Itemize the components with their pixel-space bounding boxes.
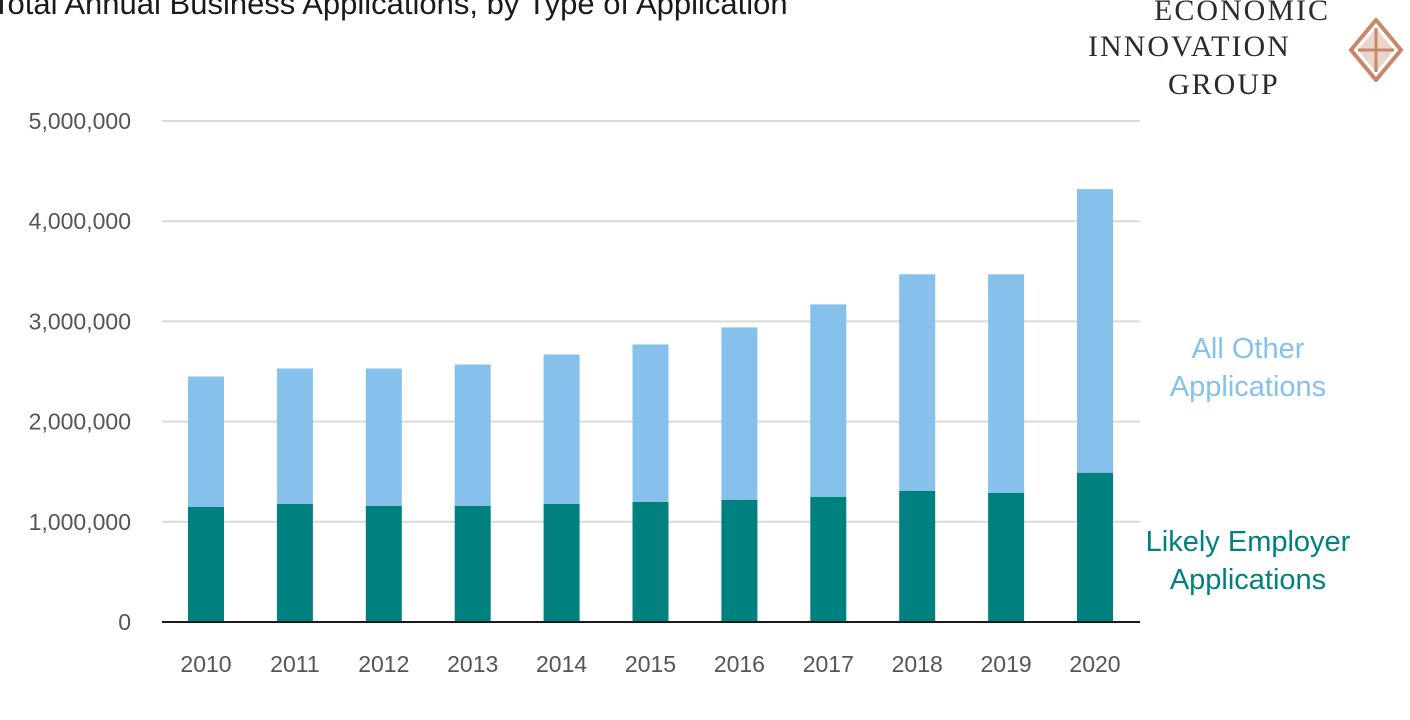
bar-all-other	[454, 364, 491, 506]
y-tick-label: 0	[118, 609, 131, 635]
chart-title: Total Annual Business Applications, by T…	[0, 0, 788, 21]
y-axis-tick-labels: 0 1,000,000 2,000,000 3,000,000 4,000,000 5,0…	[29, 108, 131, 635]
x-tick-label: 2015	[625, 651, 676, 677]
y-tick-label: 1,000,000	[29, 509, 131, 535]
bars	[188, 189, 1113, 622]
bar-all-other	[810, 304, 847, 497]
bar-likely-employer	[632, 501, 669, 622]
x-tick-label: 2012	[358, 651, 409, 677]
legend-label-other-line1: All Other	[1192, 333, 1305, 365]
bar-all-other	[988, 274, 1025, 493]
diamond-logo-icon	[1348, 18, 1404, 82]
x-tick-label: 2014	[536, 651, 587, 677]
gridlines	[162, 120, 1140, 523]
x-tick-label: 2013	[447, 651, 498, 677]
bar-all-other	[276, 368, 313, 504]
legend-label-employer-line1: Likely Employer	[1146, 526, 1351, 558]
logo-text-economic: ECONOMIC	[1154, 0, 1331, 27]
bar-all-other	[543, 354, 580, 504]
bar-likely-employer	[454, 505, 491, 622]
logo-text-innovation: INNOVATION	[1088, 30, 1291, 63]
y-tick-label: 3,000,000	[29, 308, 131, 334]
bar-likely-employer	[721, 499, 758, 622]
y-tick-label: 5,000,000	[29, 108, 131, 134]
y-tick-label: 2,000,000	[29, 409, 131, 435]
logo-text-group: GROUP	[1168, 68, 1280, 101]
y-tick-label: 4,000,000	[29, 208, 131, 234]
bar-likely-employer	[899, 490, 936, 622]
x-tick-label: 2010	[180, 651, 231, 677]
x-axis-tick-labels: 2010 2011 2012 2013 2014 2015 2016 2017 2018 2019…	[180, 651, 1120, 677]
x-tick-label: 2018	[892, 651, 943, 677]
bar-likely-employer	[988, 492, 1025, 622]
bar-all-other	[365, 368, 402, 506]
bar-likely-employer	[188, 506, 224, 622]
x-tick-label: 2020	[1069, 651, 1120, 677]
bar-all-other	[632, 344, 669, 502]
x-tick-label: 2011	[270, 651, 319, 677]
x-tick-label: 2019	[981, 651, 1032, 677]
legend-label-employer-line2: Applications	[1170, 564, 1326, 596]
bar-all-other	[188, 376, 224, 507]
bar-all-other	[899, 274, 936, 491]
bar-likely-employer	[810, 496, 847, 622]
bar-likely-employer	[1077, 472, 1113, 622]
bar-all-other	[1077, 189, 1113, 473]
bar-all-other	[721, 327, 758, 500]
bar-likely-employer	[365, 505, 402, 622]
x-tick-label: 2017	[803, 651, 854, 677]
logo: ECONOMIC INNOVATION GROUP	[1080, 0, 1410, 106]
bar-likely-employer	[543, 503, 580, 622]
bar-likely-employer	[276, 503, 313, 622]
legend-label-other-line2: Applications	[1170, 371, 1326, 403]
x-tick-label: 2016	[714, 651, 765, 677]
